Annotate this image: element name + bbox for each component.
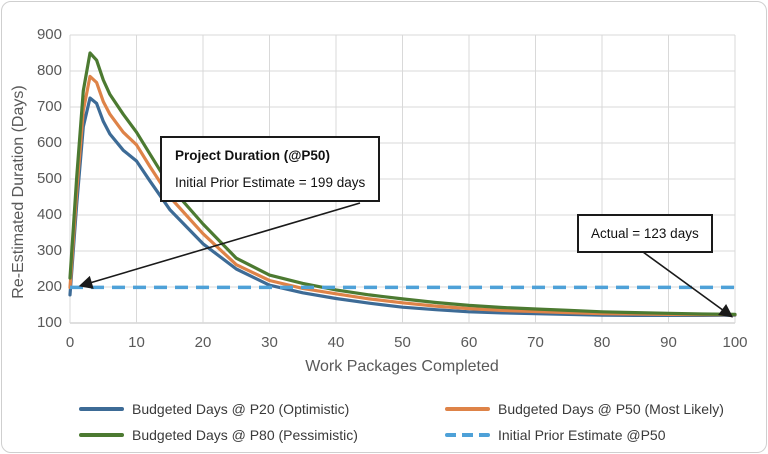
x-tick-label: 70 bbox=[527, 334, 544, 351]
legend-item: Budgeted Days @ P20 (Optimistic) bbox=[79, 398, 445, 420]
annotation-prior-text: Initial Prior Estimate = 199 days bbox=[175, 175, 366, 190]
y-tick-label: 300 bbox=[36, 242, 62, 259]
y-tick-label: 200 bbox=[36, 278, 62, 295]
legend-item: Budgeted Days @ P50 (Most Likely) bbox=[445, 398, 724, 420]
line-swatch-icon bbox=[445, 407, 490, 411]
x-tick-label: 80 bbox=[593, 334, 611, 351]
legend-item: Initial Prior Estimate @P50 bbox=[445, 424, 724, 446]
y-tick-label: 700 bbox=[36, 98, 62, 115]
y-tick-label: 800 bbox=[36, 62, 62, 79]
x-tick-label: 20 bbox=[194, 334, 212, 351]
line-swatch-icon bbox=[79, 407, 124, 411]
legend-item: Budgeted Days @ P80 (Pessimistic) bbox=[79, 424, 445, 446]
annotation-actual-text: Actual = 123 days bbox=[591, 226, 699, 241]
annotation-actual-box: Actual = 123 days bbox=[577, 214, 713, 253]
y-tick-label: 100 bbox=[36, 314, 62, 331]
legend-label: Initial Prior Estimate @P50 bbox=[498, 427, 666, 443]
y-tick-label: 900 bbox=[36, 26, 62, 43]
y-tick-label: 500 bbox=[36, 170, 62, 187]
y-tick-label: 600 bbox=[36, 134, 62, 151]
x-tick-label: 0 bbox=[65, 334, 75, 351]
x-tick-label: 30 bbox=[261, 334, 278, 351]
x-tick-label: 40 bbox=[327, 334, 345, 351]
x-tick-label: 10 bbox=[128, 334, 145, 351]
legend-label: Budgeted Days @ P80 (Pessimistic) bbox=[132, 427, 358, 443]
x-tick-label: 50 bbox=[394, 334, 411, 351]
x-tick-label: 90 bbox=[660, 334, 677, 351]
annotation-prior-title: Project Duration (@P50) bbox=[175, 148, 330, 163]
legend-label: Budgeted Days @ P50 (Most Likely) bbox=[498, 401, 724, 417]
x-tick-label: 100 bbox=[722, 334, 748, 351]
chart-legend: Budgeted Days @ P20 (Optimistic) Budgeted… bbox=[79, 398, 724, 446]
y-axis-title: Re-Estimated Duration (Days) bbox=[10, 85, 27, 299]
y-tick-label: 400 bbox=[36, 206, 62, 223]
x-axis-title: Work Packages Completed bbox=[305, 358, 499, 375]
dashed-line-swatch-icon bbox=[445, 433, 490, 437]
legend-label: Budgeted Days @ P20 (Optimistic) bbox=[132, 401, 350, 417]
x-tick-label: 60 bbox=[460, 334, 478, 351]
line-swatch-icon bbox=[79, 433, 124, 437]
annotation-prior-estimate-box: Project Duration (@P50) Initial Prior Es… bbox=[160, 136, 381, 202]
